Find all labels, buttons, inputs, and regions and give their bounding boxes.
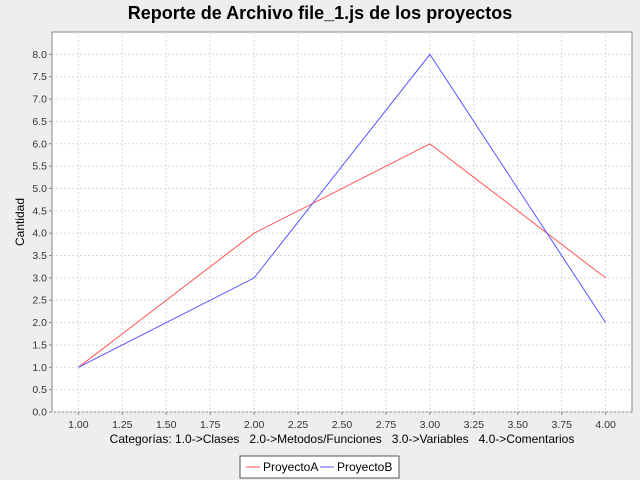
series-lines [78, 53, 607, 368]
y-tick-label: 6.5 [32, 116, 47, 128]
y-tick-label: 8.0 [32, 49, 47, 61]
y-tick-label: 2.0 [32, 317, 47, 329]
y-axis-ticks: 0.0 0.5 1.0 1.5 2.0 2.5 3.0 3.5 4.0 4.5 5.0 5.5 6.0 6… [32, 49, 52, 419]
series-line-proyectob [78, 53, 607, 368]
y-tick-label: 1.0 [32, 362, 47, 374]
x-tick-label: 3.00 [420, 419, 441, 431]
y-tick-label: 2.5 [32, 295, 47, 307]
y-tick-label: 5.0 [32, 183, 47, 195]
y-tick-label: 5.5 [32, 161, 47, 173]
y-tick-label: 3.0 [32, 272, 47, 284]
y-tick-label: 7.0 [32, 94, 47, 106]
x-axis-label: Categorías: 1.0->Clases 2.0->Metodos/Fun… [110, 432, 575, 446]
y-tick-label: 4.0 [32, 228, 47, 240]
legend: ProyectoA ProyectoB [239, 455, 400, 479]
x-tick-label: 1.25 [112, 419, 133, 431]
x-tick-label: 3.25 [464, 419, 485, 431]
x-tick-label: 4.00 [595, 419, 616, 431]
legend-label: ProyectoA [263, 460, 318, 474]
x-tick-label: 2.75 [376, 419, 397, 431]
x-axis-ticks: 1.00 1.25 1.50 1.75 2.00 2.25 2.50 2.75 3.00 3.25… [68, 412, 616, 431]
x-tick-label: 2.00 [244, 419, 265, 431]
legend-label: ProyectoB [337, 460, 392, 474]
y-tick-label: 4.5 [32, 205, 47, 217]
y-tick-label: 0.0 [32, 407, 47, 419]
series-line-proyectoa [78, 143, 606, 368]
x-tick-label: 1.00 [68, 419, 89, 431]
legend-box [239, 455, 400, 479]
x-tick-label: 2.25 [288, 419, 309, 431]
y-tick-label: 7.5 [32, 71, 47, 83]
x-tick-label: 2.50 [332, 419, 353, 431]
y-axis-label: Cantidad [13, 198, 27, 246]
y-tick-label: 3.5 [32, 250, 47, 262]
x-tick-label: 1.50 [156, 419, 177, 431]
y-tick-label: 6.0 [32, 138, 47, 150]
x-tick-label: 3.50 [508, 419, 529, 431]
x-tick-label: 1.75 [200, 419, 221, 431]
x-tick-label: 3.75 [551, 419, 572, 431]
chart-title: Reporte de Archivo file_1.js de los proy… [128, 3, 512, 23]
y-tick-label: 1.5 [32, 339, 47, 351]
y-tick-label: 0.5 [32, 384, 47, 396]
